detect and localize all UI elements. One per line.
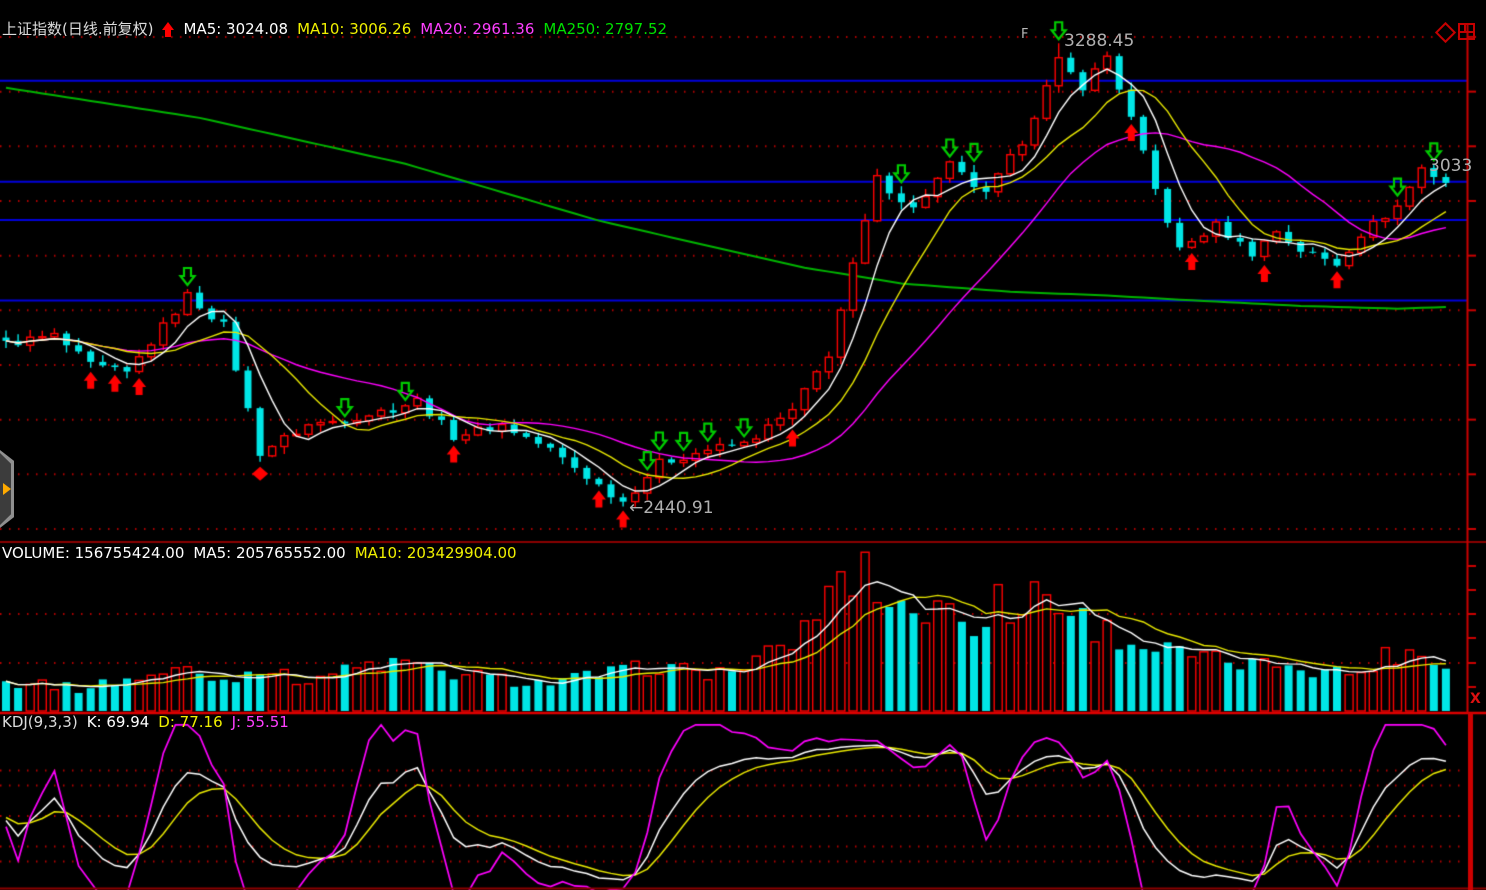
flyout-expand-icon [3, 483, 11, 495]
volume-legend: VOLUME: 156755424.00 MA5: 205765552.00 M… [2, 545, 517, 562]
current-price-label: 3033 [1429, 156, 1473, 176]
k-readout: K: 69.94 [86, 713, 150, 731]
j-readout: J: 55.51 [231, 713, 289, 731]
ma250-readout: MA250: 2797.52 [543, 20, 668, 38]
symbol-title: 上证指数(日线.前复权) [2, 20, 154, 38]
high-flag-label: F [1021, 27, 1029, 42]
volume-readout: VOLUME: 156755424.00 [2, 544, 185, 562]
kdj-legend: KDJ(9,3,3) K: 69.94 D: 77.16 J: 55.51 [2, 714, 289, 731]
ma10-readout: MA10: 3006.26 [297, 20, 412, 38]
high-price-label: 3288.45 [1064, 31, 1135, 51]
window-restore-icon[interactable] [1458, 23, 1475, 40]
sidebar-flyout-handle[interactable] [0, 450, 14, 528]
panel-close-mark[interactable]: X [1470, 691, 1481, 707]
low-price-label: ←2440.91 [629, 498, 714, 518]
d-readout: D: 77.16 [158, 713, 223, 731]
main-chart-legend: 上证指数(日线.前复权) MA5: 3024.08 MA10: 3006.26 … [2, 21, 667, 38]
ma5-readout: MA5: 3024.08 [183, 20, 289, 38]
volume-ma5-readout: MA5: 205765552.00 [193, 544, 346, 562]
ma20-readout: MA20: 2961.36 [420, 20, 535, 38]
up-arrow-icon [162, 22, 175, 37]
kdj-name: KDJ(9,3,3) [2, 713, 78, 731]
volume-ma10-readout: MA10: 203429904.00 [354, 544, 517, 562]
